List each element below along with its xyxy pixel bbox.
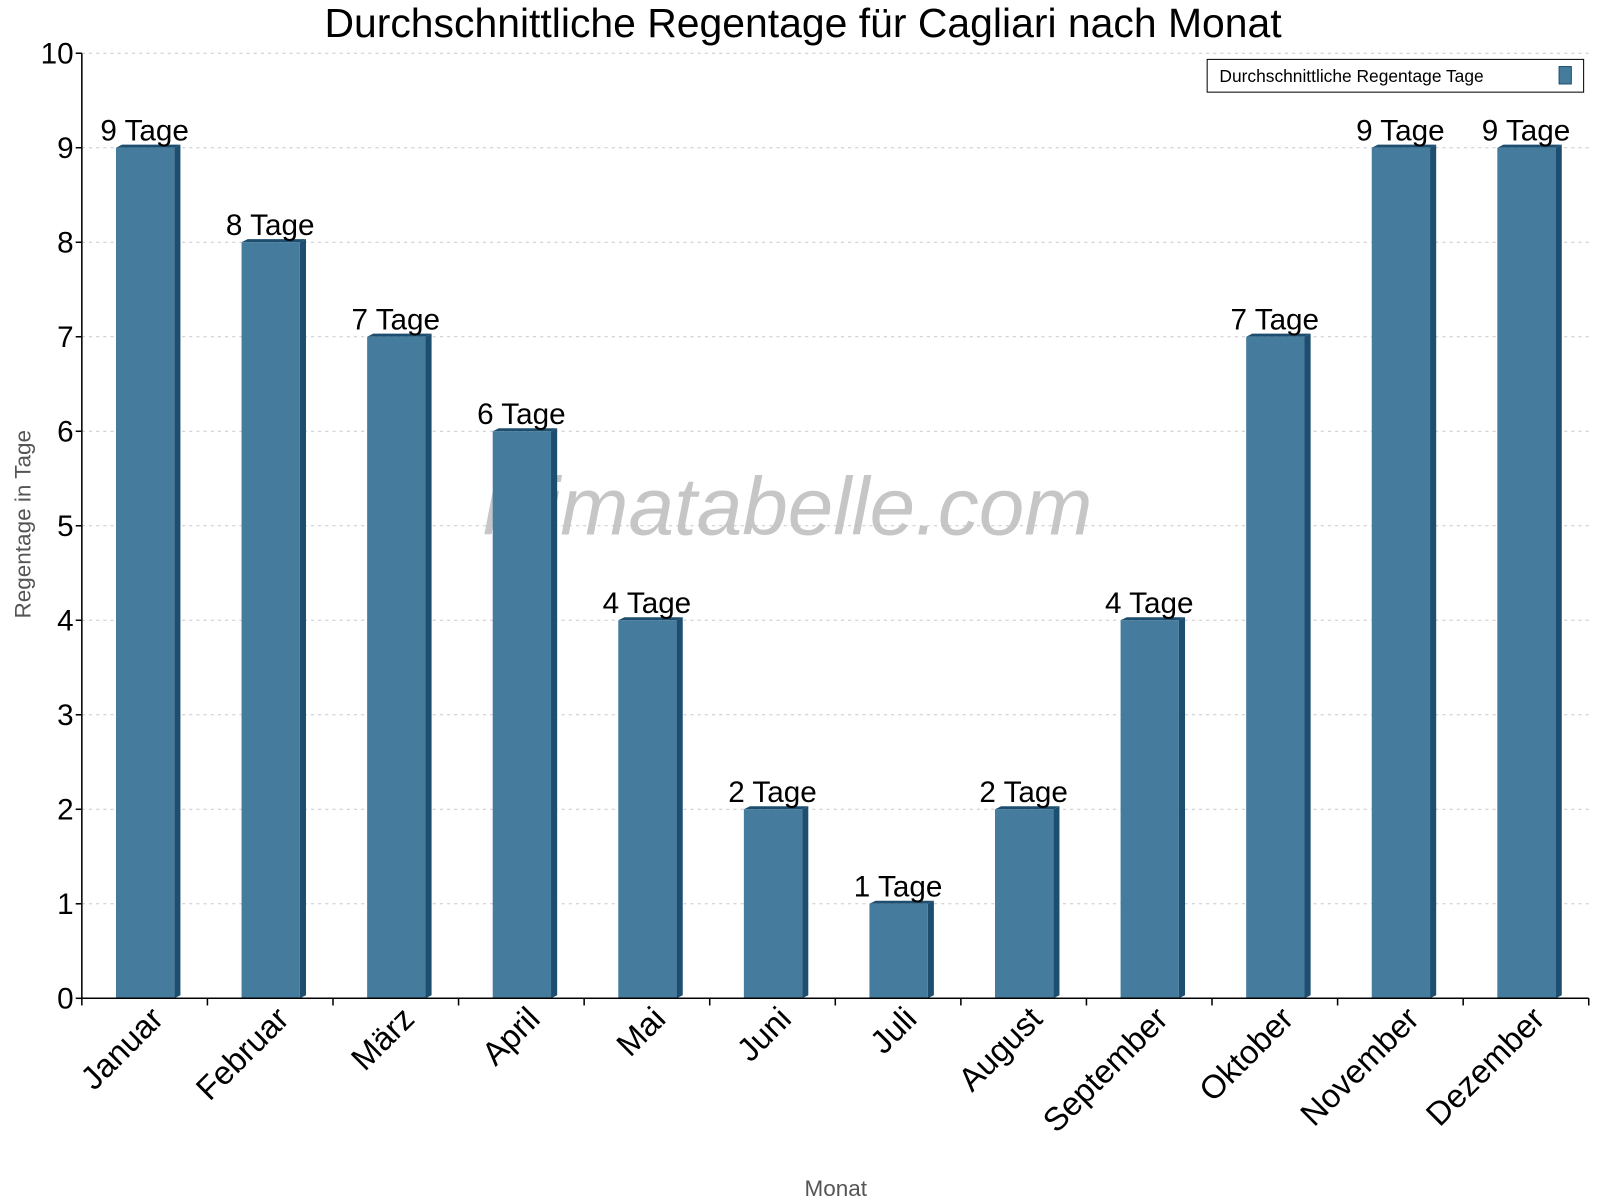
legend-label: Durchschnittliche Regentage Tage bbox=[1219, 66, 1483, 86]
data-label: 9 Tage bbox=[1356, 115, 1445, 148]
y-tick-label: 1 bbox=[57, 888, 74, 921]
x-tick-label: April bbox=[474, 1000, 546, 1073]
bar-side bbox=[299, 239, 307, 999]
bar bbox=[115, 147, 175, 999]
data-label: 4 Tage bbox=[603, 587, 692, 620]
bar-side bbox=[425, 333, 432, 999]
data-label: 1 Tage bbox=[854, 871, 943, 904]
x-tick-label: Juli bbox=[863, 1000, 924, 1061]
bar-top bbox=[743, 806, 809, 810]
bar bbox=[618, 620, 677, 999]
data-label: 9 Tage bbox=[1482, 115, 1571, 148]
bar-side bbox=[1053, 806, 1060, 999]
bar bbox=[492, 431, 552, 999]
chart-title: Durchschnittliche Regentage für Cagliari… bbox=[324, 0, 1282, 46]
data-label: 7 Tage bbox=[352, 304, 441, 337]
data-label: 9 Tage bbox=[100, 115, 189, 148]
bar-top bbox=[115, 144, 181, 148]
bar-side bbox=[551, 428, 558, 999]
bar bbox=[367, 336, 426, 999]
x-tick-label: Dezember bbox=[1418, 1000, 1551, 1133]
bar bbox=[743, 809, 803, 999]
legend-box bbox=[1206, 58, 1585, 93]
bar-top bbox=[1371, 144, 1437, 148]
x-tick-label: September bbox=[1035, 1000, 1174, 1140]
x-tick-label: Mai bbox=[609, 1000, 672, 1064]
bar-top bbox=[241, 239, 307, 243]
bar bbox=[1371, 147, 1431, 999]
bar-top bbox=[367, 333, 432, 337]
x-axis-label: Monat bbox=[805, 1176, 868, 1200]
bar-top bbox=[1120, 617, 1186, 621]
y-axis-label: Regentage in Tage bbox=[11, 430, 36, 619]
data-label: 6 Tage bbox=[477, 398, 566, 431]
y-tick-label: 4 bbox=[57, 605, 74, 638]
legend: Durchschnittliche Regentage Tage bbox=[1206, 58, 1585, 93]
data-label: 7 Tage bbox=[1231, 304, 1320, 337]
legend-swatch bbox=[1558, 66, 1572, 85]
bar bbox=[995, 809, 1054, 999]
y-tick-label: 7 bbox=[57, 321, 74, 354]
y-tick-label: 5 bbox=[57, 510, 74, 543]
bar-top bbox=[492, 428, 558, 432]
x-tick-label: Oktober bbox=[1192, 1000, 1301, 1109]
x-tick-label: Juni bbox=[729, 1000, 798, 1069]
bar-side bbox=[802, 806, 809, 999]
bar bbox=[241, 242, 300, 999]
x-tick-label: November bbox=[1293, 1000, 1426, 1133]
x-tick-label: März bbox=[344, 1000, 422, 1078]
data-label: 2 Tage bbox=[728, 776, 817, 809]
data-label: 2 Tage bbox=[979, 776, 1068, 809]
y-tick-label: 2 bbox=[57, 794, 74, 827]
x-tick-label: Februar bbox=[188, 1000, 295, 1107]
x-tick-label: Januar bbox=[73, 1000, 170, 1097]
bar-top bbox=[1497, 144, 1562, 148]
bar-top bbox=[1246, 333, 1311, 337]
y-tick-label: 9 bbox=[57, 132, 74, 165]
bar-side bbox=[1555, 144, 1562, 999]
y-tick-label: 6 bbox=[57, 415, 74, 448]
bar-side bbox=[676, 617, 683, 999]
bar bbox=[1120, 620, 1179, 999]
y-tick-label: 0 bbox=[57, 983, 74, 1016]
bar-top bbox=[618, 617, 683, 621]
bar-side bbox=[1304, 333, 1311, 999]
bar bbox=[1497, 147, 1556, 999]
bar bbox=[1246, 336, 1305, 999]
bar-side bbox=[1430, 144, 1437, 999]
y-tick-label: 3 bbox=[57, 699, 74, 732]
bar-top bbox=[995, 806, 1060, 810]
watermark: klimatabelle.com bbox=[483, 461, 1092, 552]
y-tick-label: 8 bbox=[57, 226, 74, 259]
bar-top bbox=[869, 900, 934, 904]
bar-side bbox=[174, 144, 181, 999]
bar-side bbox=[1178, 617, 1186, 999]
data-label: 8 Tage bbox=[226, 209, 315, 242]
x-tick-label: August bbox=[951, 1000, 1049, 1098]
bar bbox=[869, 903, 928, 999]
y-tick-label: 10 bbox=[41, 37, 74, 70]
data-label: 4 Tage bbox=[1105, 587, 1194, 620]
bar-side bbox=[927, 900, 934, 999]
